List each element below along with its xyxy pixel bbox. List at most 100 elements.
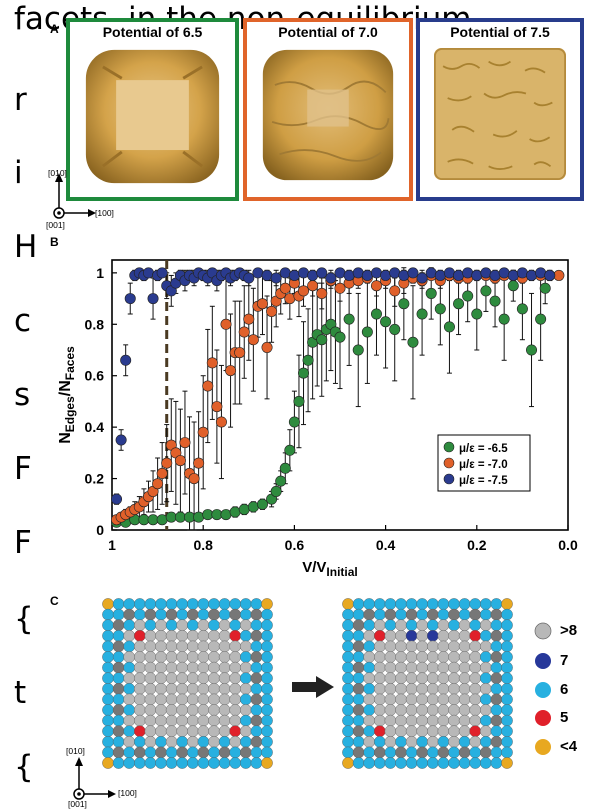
atom-surface <box>102 619 114 632</box>
atom-subsurface <box>112 693 125 706</box>
atom-interior <box>416 661 429 674</box>
atom-subsurface <box>112 725 125 737</box>
atom-interior <box>448 693 460 706</box>
atom-surface <box>490 757 503 769</box>
data-point <box>279 462 291 474</box>
atom-surface <box>261 619 273 632</box>
legend-label: μ/ε = -6.5 <box>459 443 508 455</box>
data-point <box>471 269 483 281</box>
atom-subsurface <box>448 619 460 632</box>
atom-subsurface <box>490 608 503 621</box>
data-point <box>443 321 455 333</box>
atom-subsurface <box>208 746 220 759</box>
atom-interior <box>437 693 450 706</box>
x-tick-label: 1 <box>108 537 116 553</box>
data-point <box>407 267 419 279</box>
atom-interior <box>373 693 386 706</box>
atom-subsurface <box>134 608 146 621</box>
atom-interior <box>155 661 167 674</box>
atom-surface <box>437 598 450 610</box>
atom-interior <box>218 672 231 684</box>
atom-subsurface <box>239 661 252 674</box>
atom-surface <box>448 598 460 610</box>
atom-surface <box>176 598 188 610</box>
x-tick-label: 0.4 <box>376 537 396 553</box>
atom-subsurface <box>112 608 125 621</box>
cube-image <box>85 49 220 184</box>
atom-subsurface <box>165 735 178 748</box>
atom-interior <box>155 651 167 663</box>
atom-interior <box>373 661 386 674</box>
atom-subsurface <box>144 608 157 621</box>
atom-surface <box>469 757 482 769</box>
data-point <box>156 267 168 279</box>
atom-subsurface <box>363 640 376 653</box>
atom-subsurface <box>458 619 471 632</box>
axis-label-100-c: [100] <box>118 788 137 798</box>
atom-subsurface <box>437 608 450 621</box>
atom-interior <box>395 651 407 663</box>
atom-interior <box>197 725 210 737</box>
data-point <box>453 269 465 281</box>
atom-interior <box>405 714 418 727</box>
atom-interior <box>384 661 397 674</box>
atom-subsurface <box>437 746 450 759</box>
atom-interior <box>448 704 460 716</box>
data-point <box>225 365 237 377</box>
atom-subsurface <box>479 630 492 642</box>
atom-interior <box>373 683 386 695</box>
atom-coord-5 <box>229 630 241 642</box>
atom-interior <box>144 661 157 674</box>
atom-subsurface <box>250 714 263 727</box>
atom-surface <box>261 683 273 695</box>
atom-surface <box>458 598 471 610</box>
atom-interior <box>384 725 397 737</box>
atom-interior <box>155 672 167 684</box>
atom-subsurface <box>469 735 482 748</box>
atom-surface <box>261 640 273 653</box>
atom-interior <box>395 630 407 642</box>
bg-line-4: c <box>14 303 32 339</box>
atom-interior <box>134 661 146 674</box>
atom-surface <box>437 757 450 769</box>
atom-interior <box>469 661 482 674</box>
atom-surface <box>239 598 252 610</box>
atom-interior <box>229 704 241 716</box>
atom-subsurface <box>250 683 263 695</box>
atom-interior <box>165 672 178 684</box>
atom-surface <box>261 608 273 621</box>
atom-interior <box>218 693 231 706</box>
atom-surface <box>384 757 397 769</box>
atom-surface <box>352 598 365 610</box>
atom-subsurface <box>490 704 503 716</box>
atom-interior <box>437 630 450 642</box>
atom-interior <box>208 725 220 737</box>
atom-subsurface <box>218 608 231 621</box>
atom-interior <box>155 640 167 653</box>
atom-subsurface <box>363 735 376 748</box>
bg-line-5: s <box>14 377 31 413</box>
atom-interior <box>176 640 188 653</box>
atom-interior <box>405 725 418 737</box>
atom-interior <box>134 640 146 653</box>
data-point <box>380 316 392 328</box>
atom-surface <box>261 661 273 674</box>
data-point <box>462 290 474 302</box>
data-point <box>389 323 401 335</box>
atom-interior <box>405 651 418 663</box>
atom-interior <box>165 714 178 727</box>
data-point <box>434 269 446 281</box>
atom-subsurface <box>352 619 365 632</box>
legend-label-6: 6 <box>560 681 569 698</box>
data-point <box>516 267 528 279</box>
atom-subsurface <box>352 725 365 737</box>
atom-subsurface <box>250 640 263 653</box>
atom-subsurface <box>112 661 125 674</box>
atom-subsurface <box>197 619 210 632</box>
atom-interior <box>208 661 220 674</box>
arrow-right-icon <box>292 676 334 698</box>
atom-subsurface <box>112 630 125 642</box>
bg-line-8: { <box>14 601 34 637</box>
data-point <box>343 313 355 325</box>
